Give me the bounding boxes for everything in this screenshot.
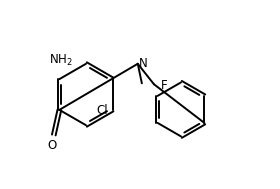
Text: F: F (161, 79, 167, 92)
Text: O: O (47, 139, 57, 152)
Text: Cl: Cl (96, 104, 108, 117)
Text: NH$_2$: NH$_2$ (49, 53, 73, 68)
Text: N: N (139, 57, 148, 70)
